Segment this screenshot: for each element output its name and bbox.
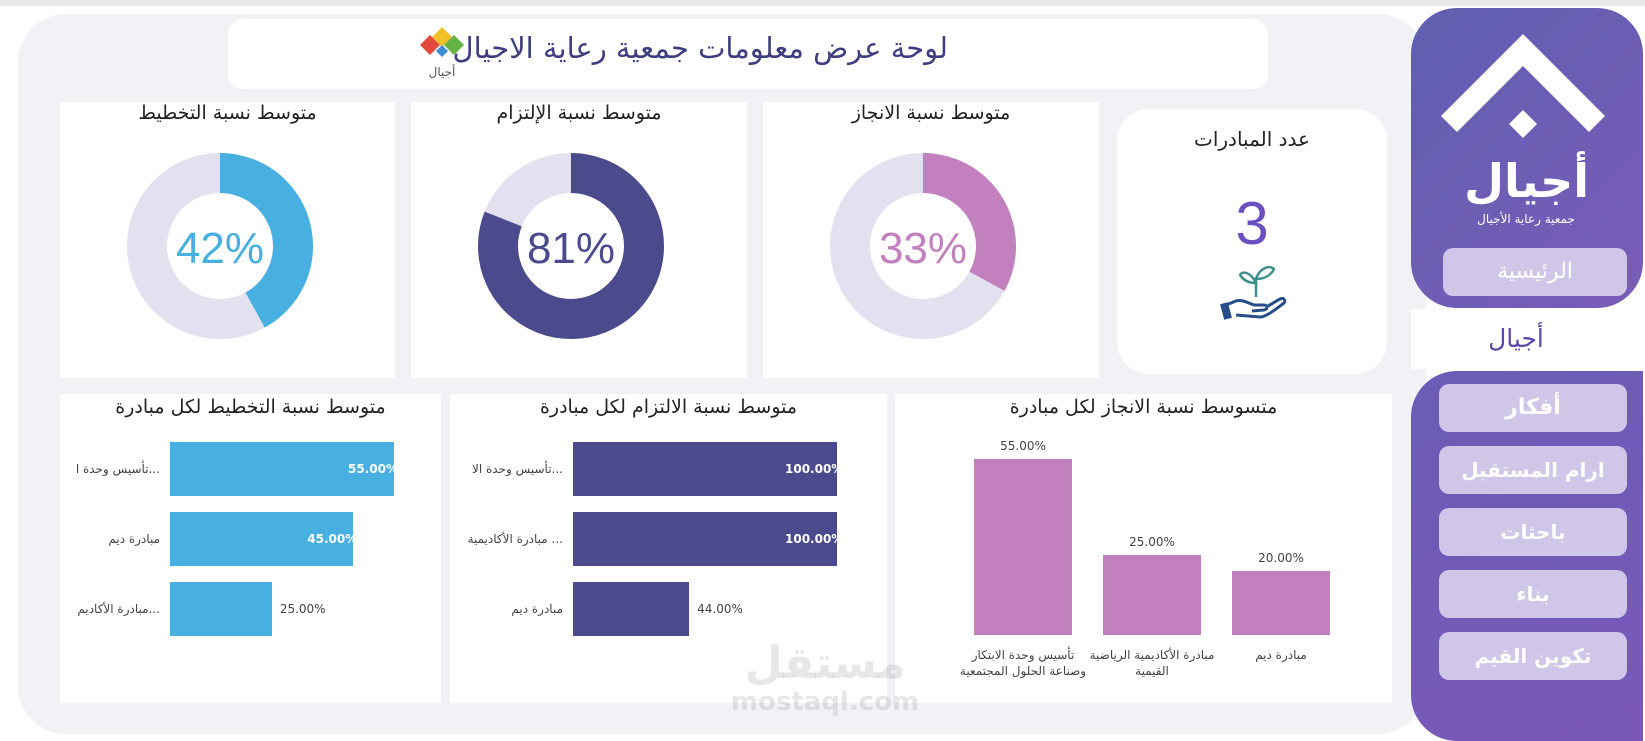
logo-diamonds-icon (420, 27, 464, 57)
logo-text: أجيال (428, 65, 456, 79)
donut-value-arc (127, 153, 313, 339)
chart-title: متوسط نسبة التخطيط لكل مبادرة (115, 396, 386, 418)
count-title: عدد المبادرات (1194, 127, 1310, 151)
top-divider (0, 0, 1645, 6)
nav-aram-almostaqbal-button[interactable]: ارام المستقبل (1439, 446, 1627, 494)
bar-category-label: ...تأسيس وحدة ا (75, 462, 160, 476)
initiatives-count-card: عدد المبادرات 3 (1117, 109, 1387, 374)
kpi-title: متوسط نسبة التخطيط (138, 102, 317, 124)
header-card: أجيال لوحة عرض معلومات جمعية رعاية الاجي… (228, 19, 1268, 89)
bar (170, 442, 394, 496)
bar (1103, 555, 1201, 635)
bar-value-label: 55.00% (1000, 439, 1046, 453)
donut-chart-commitment: 81% (478, 153, 664, 339)
bar (170, 512, 354, 566)
nav-binaa-button[interactable]: بناء (1439, 570, 1627, 618)
donut-value-label: 42% (176, 224, 264, 273)
bar-category-label: ...مبادرة الأكاديم (77, 602, 160, 616)
nav-ajyal-active-tab[interactable]: أجيال (1411, 309, 1621, 369)
donut-value-label: 33% (879, 224, 967, 273)
sidebar-top-panel: أجيال جمعية رعاية الأجيال الرئيسية (1411, 8, 1643, 308)
bar-value-label: 25.00% (1129, 535, 1175, 549)
commitment-bar-card: متوسط نسبة الالتزام لكل مبادرة ...تأسيس … (450, 394, 887, 703)
chart-title: متسوسط نسبة الانجاز لكل مبادرة (1009, 396, 1278, 418)
bar-value-label: 100.00% (785, 532, 844, 546)
donut-value-arc (830, 153, 1016, 339)
bar-value-label: 55.00% (348, 462, 398, 476)
bar-value-label: 20.00% (1258, 551, 1304, 565)
count-value: 3 (1235, 190, 1269, 257)
brand-subtitle: جمعية رعاية الأجيال (1477, 212, 1575, 226)
brand-name: أجيال (1464, 154, 1589, 208)
watermark-arabic: مستقل (744, 638, 906, 689)
donut-chart-planning: 42% (127, 153, 313, 339)
bar-value-label: 45.00% (307, 532, 358, 546)
nav-takween-alqiyam-button[interactable]: تكوين القيم (1439, 632, 1627, 680)
watermark: مستقل mostaql.com (725, 638, 925, 717)
donut-value-arc (478, 153, 664, 339)
bar (573, 442, 837, 496)
hand-plant-icon (1220, 265, 1287, 320)
ajyal-brand-logo-icon (1441, 34, 1605, 138)
donut-value-label: 81% (527, 224, 615, 273)
kpi-card-commitment: متوسط نسبة الإلتزام 81% (411, 102, 747, 378)
ajyal-logo: أجيال (414, 25, 470, 83)
bar-category-label: مبادرة ديم (1255, 648, 1307, 662)
bar-value-label: 25.00% (279, 602, 326, 616)
donut-chart-achievement: 33% (830, 153, 1016, 339)
nav-afkar-button[interactable]: أفكار (1439, 384, 1627, 432)
bar (1232, 571, 1330, 635)
bar (573, 512, 837, 566)
chart-title: متوسط نسبة الالتزام لكل مبادرة (539, 396, 798, 418)
kpi-title: متوسط نسبة الانجاز (851, 102, 1011, 124)
nav-home-button[interactable]: الرئيسية (1443, 248, 1627, 296)
kpi-card-planning: متوسط نسبة التخطيط 42% (60, 102, 395, 378)
sidebar: أجيال جمعية رعاية الأجيال الرئيسية أجيال… (1411, 8, 1643, 741)
kpi-card-achievement: متوسط نسبة الانجاز 33% (763, 102, 1099, 378)
bar (974, 459, 1072, 635)
achievement-bar-card: متسوسط نسبة الانجاز لكل مبادرة 55.00% تأس… (895, 394, 1392, 703)
bar-value-label: 100.00% (785, 462, 844, 476)
nav-bahithat-button[interactable]: باحثات (1439, 508, 1627, 556)
bar-category-label: مبادرة ديم (108, 532, 160, 546)
bar-category-label: تأسيس وحدة الابتكار وصناعة الحلول المجتم… (959, 648, 1087, 678)
planning-bar-card: متوسط نسبة التخطيط لكل مبادرة ...تأسيس و… (60, 394, 441, 703)
bar-category-label: ... مبادرة الأكاديمية (467, 532, 563, 546)
bar (170, 582, 272, 636)
page-title: لوحة عرض معلومات جمعية رعاية الاجيال (452, 31, 948, 65)
kpi-title: متوسط نسبة الإلتزام (496, 102, 662, 124)
sidebar-bottom-panel: أفكار ارام المستقبل باحثات بناء تكوين ال… (1411, 371, 1643, 741)
bar-category-label: مبادرة الأكاديمية الرياضية القيمية (1089, 648, 1215, 678)
bar (573, 582, 690, 636)
bar-category-label: مبادرة ديم (511, 602, 563, 616)
watermark-latin: mostaql.com (730, 687, 920, 717)
bar-value-label: 44.00% (697, 602, 743, 616)
bar-category-label: ...تأسيس وحدة الا (471, 462, 563, 476)
